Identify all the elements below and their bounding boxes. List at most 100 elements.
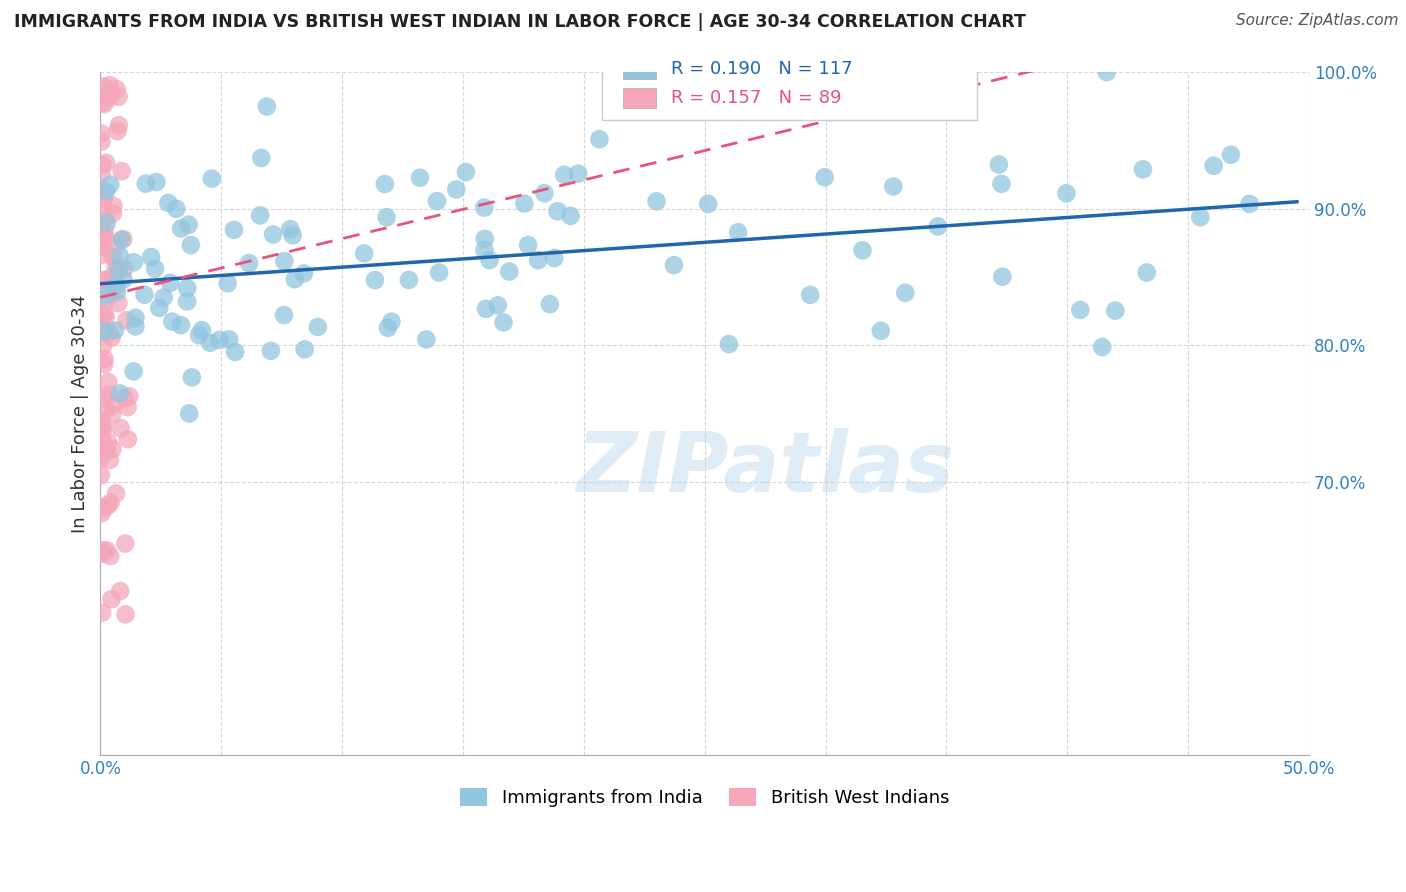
Point — [91, 442, 114, 457]
Point — [90, 135, 112, 149]
Point — [294, 343, 316, 357]
Point — [114, 607, 136, 622]
Point — [98, 178, 121, 192]
Point — [697, 197, 720, 211]
Point — [122, 255, 145, 269]
Point — [1136, 265, 1159, 279]
Point — [96, 543, 118, 558]
Point — [90, 126, 112, 140]
Point — [96, 216, 118, 230]
Point — [547, 204, 569, 219]
Point — [112, 391, 135, 405]
Point — [118, 389, 141, 403]
Point — [110, 421, 132, 435]
Point — [157, 195, 180, 210]
Y-axis label: In Labor Force | Age 30-34: In Labor Force | Age 30-34 — [72, 294, 89, 533]
Point — [180, 370, 202, 384]
Point — [1219, 147, 1241, 161]
Point — [177, 218, 200, 232]
Point — [148, 301, 170, 315]
Point — [93, 441, 115, 455]
Point — [93, 214, 115, 228]
Point — [90, 95, 112, 110]
Point — [94, 289, 117, 303]
Point — [894, 285, 917, 300]
Point — [91, 424, 114, 438]
Point — [90, 506, 112, 520]
Point — [513, 196, 536, 211]
Point — [93, 239, 115, 253]
Text: R = 0.190   N = 117: R = 0.190 N = 117 — [671, 60, 852, 78]
Point — [307, 320, 329, 334]
Point — [398, 273, 420, 287]
Point — [159, 276, 181, 290]
Point — [90, 413, 112, 427]
Point — [273, 308, 295, 322]
Point — [446, 182, 468, 196]
Point — [98, 90, 121, 104]
Point — [98, 549, 121, 564]
Point — [105, 486, 128, 500]
Point — [191, 323, 214, 337]
Point — [176, 281, 198, 295]
Point — [93, 192, 115, 206]
Point — [478, 253, 501, 268]
Point — [538, 297, 561, 311]
Point — [93, 500, 115, 515]
Point — [108, 118, 131, 132]
Point — [101, 442, 124, 457]
Point — [1189, 210, 1212, 224]
Point — [645, 194, 668, 209]
Point — [117, 432, 139, 446]
Point — [124, 310, 146, 325]
Point — [93, 391, 115, 405]
Point — [152, 291, 174, 305]
Point — [98, 387, 121, 401]
Point — [90, 434, 112, 449]
Point — [114, 536, 136, 550]
Point — [122, 364, 145, 378]
Point — [427, 266, 450, 280]
Point — [143, 261, 166, 276]
Point — [454, 165, 477, 179]
Text: Source: ZipAtlas.com: Source: ZipAtlas.com — [1236, 13, 1399, 29]
Point — [101, 206, 124, 220]
Point — [165, 202, 187, 216]
Point — [717, 337, 740, 351]
Point — [260, 343, 283, 358]
Point — [108, 584, 131, 599]
Point — [93, 307, 115, 321]
Point — [284, 272, 307, 286]
Point — [98, 86, 121, 100]
Point — [107, 262, 129, 277]
Point — [882, 179, 904, 194]
Point — [851, 244, 873, 258]
Point — [100, 284, 122, 298]
Point — [1056, 186, 1078, 201]
Point — [262, 227, 284, 242]
Point — [139, 250, 162, 264]
Point — [353, 246, 375, 260]
Point — [103, 397, 125, 411]
Point — [112, 232, 135, 246]
Point — [814, 170, 837, 185]
Point — [135, 177, 157, 191]
Point — [90, 167, 112, 181]
Point — [108, 249, 131, 263]
Point — [217, 277, 239, 291]
Point — [101, 407, 124, 421]
Point — [1239, 197, 1261, 211]
Point — [93, 273, 115, 287]
Point — [90, 451, 112, 466]
Point — [104, 323, 127, 337]
Point — [869, 324, 891, 338]
Point — [273, 254, 295, 268]
Text: ZIPatlas: ZIPatlas — [576, 427, 955, 508]
Point — [1069, 302, 1091, 317]
Point — [198, 335, 221, 350]
FancyBboxPatch shape — [623, 87, 657, 108]
Point — [91, 435, 114, 450]
Point — [91, 79, 114, 94]
Point — [145, 175, 167, 189]
Point — [543, 251, 565, 265]
